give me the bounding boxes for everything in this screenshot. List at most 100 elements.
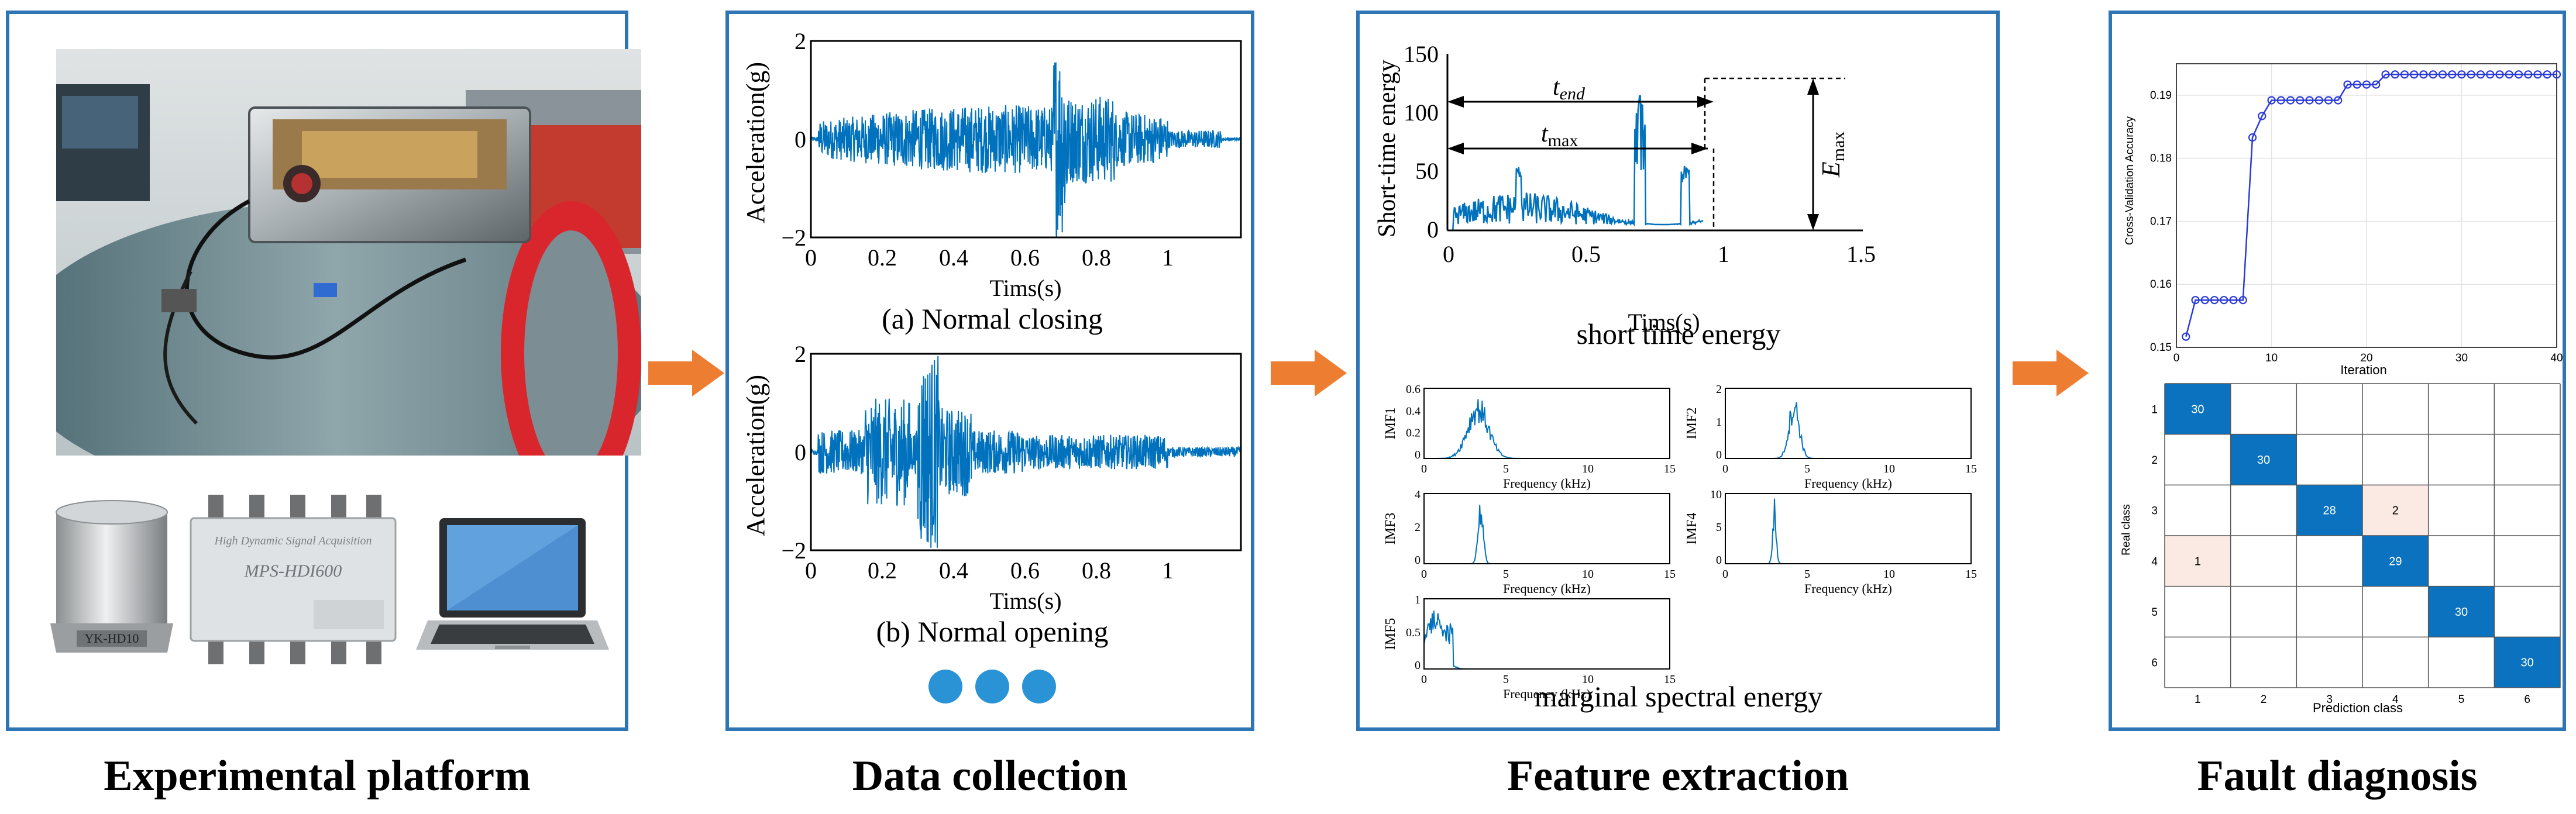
energy-xtick: 1.5 — [1846, 241, 1876, 267]
imf-xlabel: Frequency (kHz) — [1804, 581, 1892, 596]
energy-xtick: 0 — [1443, 241, 1454, 267]
accuracy-point — [2486, 70, 2495, 79]
imf-ytick: 0.2 — [1406, 427, 1421, 440]
energy-xlabel: Tims(s) — [1628, 309, 1700, 335]
plot-a-caption: (a) Normal closing — [882, 302, 1103, 335]
signal-acquisition-device-icon: High Dynamic Signal Acquisition MPS-HDI6… — [190, 495, 397, 664]
plot-a-ytick: 2 — [795, 28, 806, 54]
plot-a-xtick: 1 — [1162, 244, 1174, 271]
confusion-col-label: 3 — [2326, 694, 2333, 706]
imf-ytick: 0 — [1716, 449, 1722, 461]
accuracy-point — [2438, 70, 2447, 79]
plot-b-xtick: 0.6 — [1010, 557, 1040, 584]
accuracy-point — [2324, 96, 2333, 105]
confusion-col-label: 4 — [2392, 694, 2399, 706]
confusion-value: 30 — [2191, 403, 2204, 416]
accuracy-point — [2220, 296, 2228, 305]
plot-b-ytick: 2 — [795, 341, 806, 367]
imf-xtick: 5 — [1804, 463, 1810, 475]
confusion-value: 30 — [2521, 657, 2534, 670]
plot-b-xlabel: Tims(s) — [989, 588, 1061, 614]
svg-text:tend: tend — [1553, 74, 1586, 104]
plot-b-ytick: 0 — [795, 439, 806, 465]
energy-ytick: 100 — [1404, 99, 1439, 126]
imf-label: IMF1 — [1383, 408, 1398, 440]
imf-ytick: 1 — [1415, 594, 1421, 606]
accuracy-point — [2476, 70, 2485, 79]
accuracy-xtick: 0 — [2173, 352, 2180, 364]
confusion-row-label: 6 — [2151, 657, 2158, 670]
imf-ytick: 4 — [1415, 488, 1421, 501]
stage-label-fault-diagnosis: Fault diagnosis — [2197, 752, 2478, 800]
imf-ytick: 2 — [1716, 383, 1722, 396]
t-max-sub: max — [1548, 131, 1578, 150]
imf-xlabel: Frequency (kHz) — [1503, 581, 1591, 596]
imf-caption: marginal spectral energy — [1534, 680, 1823, 713]
confusion-row-label: 3 — [2151, 505, 2158, 518]
imf-label: IMF5 — [1383, 618, 1398, 650]
t-end-label: t — [1553, 74, 1560, 101]
imf-xtick: 0 — [1421, 463, 1427, 475]
accuracy-point — [2305, 96, 2314, 105]
accuracy-point — [2514, 70, 2523, 79]
energy-ytick: 50 — [1415, 158, 1439, 184]
accuracy-axes — [2176, 63, 2557, 348]
short-time-energy-plot: Short-time energy 150 100 50 0 0 0.5 1 1… — [1374, 41, 1876, 335]
imf-ytick: 0.6 — [1406, 383, 1421, 396]
plot-a-ytick: 0 — [795, 126, 806, 153]
data-collection-panel: Acceleration(g) 2 0 −2 0 0.2 0.4 0.6 0.8… — [725, 11, 1254, 731]
imf-ytick: 0 — [1415, 659, 1421, 672]
fault-diagnosis-panel: Cross-Validation Accuracy Iteration 0.15… — [2109, 11, 2566, 731]
signal-plot-normal-opening: Acceleration(g) 2 0 −2 0 0.2 0.4 0.6 0.8… — [741, 341, 1242, 614]
accuracy-point — [2334, 96, 2343, 105]
imf-ytick: 2 — [1415, 521, 1421, 534]
accuracy-point — [2467, 70, 2475, 79]
plot-a-xtick: 0 — [805, 244, 817, 271]
arrow-right-icon — [1271, 350, 1347, 396]
imf-ytick: 0 — [1415, 554, 1421, 567]
confusion-col-label: 5 — [2458, 694, 2465, 706]
imf-xtick: 15 — [1965, 463, 1977, 475]
imf-xtick: 15 — [1965, 568, 1977, 581]
imf-xlabel: Frequency (kHz) — [1503, 476, 1591, 491]
confusion-xlabel: Prediction class — [2313, 701, 2403, 715]
accuracy-ytick: 0.19 — [2150, 89, 2172, 102]
imf-spectrum-line — [1424, 505, 1670, 564]
accuracy-ytick: 0.17 — [2150, 215, 2172, 227]
accuracy-point — [2505, 70, 2513, 79]
accuracy-point — [2362, 80, 2371, 89]
stage-label-data-collection: Data collection — [852, 752, 1128, 800]
confusion-cell — [2165, 536, 2231, 587]
accuracy-point — [2457, 70, 2466, 79]
e-max-label: E — [1817, 161, 1845, 178]
imf-spectrum-line — [1424, 399, 1670, 459]
energy-signal — [1447, 95, 1704, 232]
imf-ytick: 0 — [1415, 449, 1421, 461]
svg-text:Emax: Emax — [1817, 132, 1848, 178]
plot-a-xtick: 0.4 — [939, 244, 968, 271]
confusion-col-label: 2 — [2261, 694, 2267, 706]
accuracy-xlabel: Iteration — [2340, 363, 2387, 377]
energy-ytick: 150 — [1404, 41, 1439, 67]
confusion-cell — [2362, 536, 2429, 587]
confusion-ylabel: Real class — [2120, 504, 2133, 556]
accuracy-xtick: 30 — [2455, 352, 2468, 364]
imf-xtick: 10 — [1582, 673, 1594, 686]
imf-axes-box — [1423, 388, 1670, 459]
imf-xtick: 15 — [1664, 673, 1676, 686]
plot-b-xtick: 0.4 — [939, 557, 968, 584]
accuracy-ylabel: Cross-Validation Accuracy — [2124, 116, 2136, 245]
accuracy-point — [2552, 70, 2561, 79]
plot-b-xtick: 0.2 — [868, 557, 897, 584]
accelerometer-sensor-icon: YK-HD10 — [50, 500, 173, 653]
svg-text:tmax: tmax — [1541, 120, 1578, 150]
confusion-cell — [2296, 485, 2362, 536]
laptop-icon — [416, 518, 609, 650]
confusion-cell — [2230, 434, 2297, 485]
accuracy-point — [2524, 70, 2533, 79]
accuracy-point — [2495, 70, 2504, 79]
confusion-value: 30 — [2455, 606, 2468, 619]
imf-xtick: 10 — [1582, 463, 1594, 475]
confusion-value: 2 — [2392, 505, 2399, 518]
accuracy-point — [2353, 80, 2361, 89]
